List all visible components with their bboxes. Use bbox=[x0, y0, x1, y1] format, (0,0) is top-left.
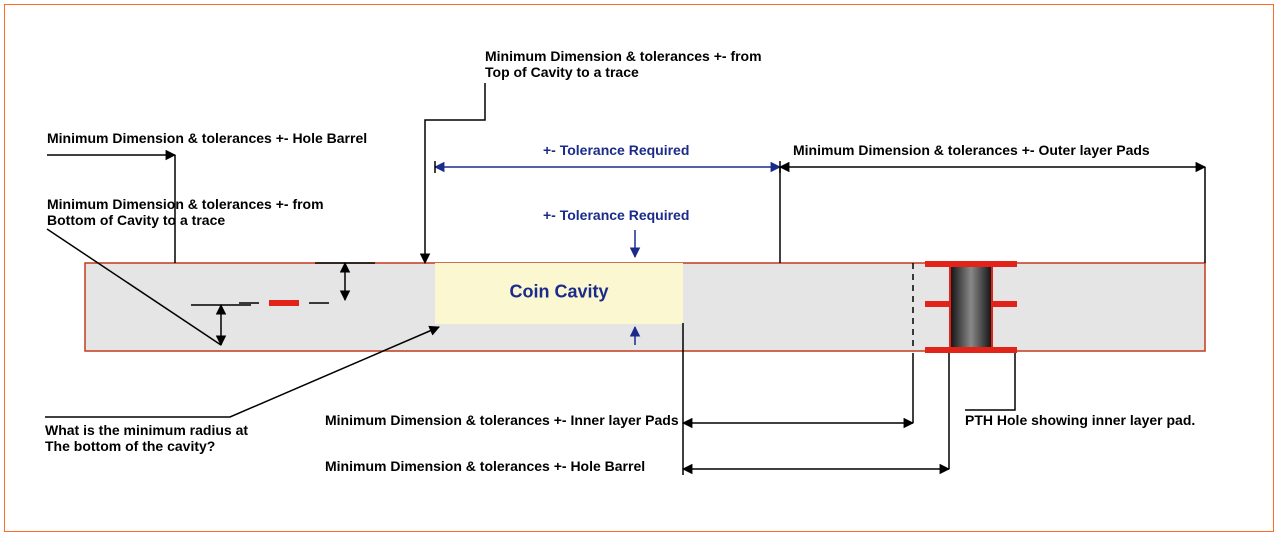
label-tolerance-2: +- Tolerance Required bbox=[543, 207, 689, 223]
label-hole-barrel-left: Minimum Dimension & tolerances +- Hole B… bbox=[47, 130, 367, 146]
pth-pad-2 bbox=[925, 301, 949, 307]
label-outer-pads: Minimum Dimension & tolerances +- Outer … bbox=[793, 142, 1150, 158]
coin-cavity-label: Coin Cavity bbox=[509, 282, 608, 302]
label-top-cavity-trace: Top of Cavity to a trace bbox=[485, 64, 639, 80]
diagram-svg: Coin Cavity Minimum Dimension & tolerance… bbox=[5, 5, 1275, 533]
pth-pad-0 bbox=[925, 261, 1017, 267]
pth-pad-1 bbox=[925, 347, 1017, 353]
label-pth-caption: PTH Hole showing inner layer pad. bbox=[965, 412, 1195, 428]
label-tolerance-1: +- Tolerance Required bbox=[543, 142, 689, 158]
label-top-cavity-trace: Minimum Dimension & tolerances +- from bbox=[485, 48, 762, 64]
label-radius-question: The bottom of the cavity? bbox=[45, 438, 215, 454]
label-radius-question: What is the minimum radius at bbox=[45, 422, 248, 438]
label-bottom-cavity-trace: Minimum Dimension & tolerances +- from bbox=[47, 196, 324, 212]
trace bbox=[269, 300, 299, 306]
label-inner-pads: Minimum Dimension & tolerances +- Inner … bbox=[325, 412, 679, 428]
label-hole-barrel-bottom: Minimum Dimension & tolerances +- Hole B… bbox=[325, 458, 645, 474]
label-bottom-cavity-trace: Bottom of Cavity to a trace bbox=[47, 212, 225, 228]
pth-pad-3 bbox=[993, 301, 1017, 307]
pth-hole bbox=[950, 263, 992, 351]
diagram-frame: Coin Cavity Minimum Dimension & tolerance… bbox=[4, 4, 1274, 532]
